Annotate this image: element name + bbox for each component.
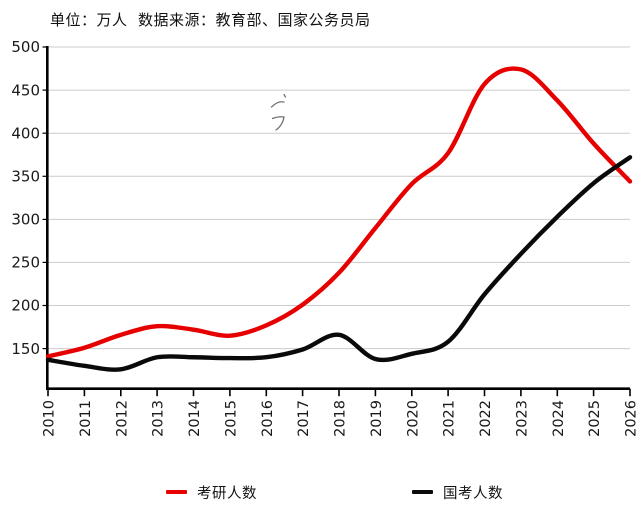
legend-label-guokao: 国考人数: [443, 485, 503, 502]
y-tick-label: 250: [11, 254, 40, 272]
x-tick-label: 2019: [369, 400, 385, 437]
x-tick-label: 2021: [442, 400, 458, 437]
x-tick-label: 2017: [296, 400, 312, 437]
kaoyan-line-swatch-icon: [166, 489, 187, 495]
x-tick-label: 2022: [478, 400, 494, 437]
x-tick-label: 2010: [42, 400, 58, 437]
y-tick-label: 300: [11, 211, 40, 229]
gridlines: [48, 46, 630, 350]
y-tick-label: 350: [11, 168, 40, 186]
y-axis-ticks: [42, 46, 48, 350]
y-tick-label: 400: [11, 124, 40, 142]
legend-item-kaoyan: 考研人数: [166, 481, 257, 503]
y-axis-labels: 150 200 250 300 350 400 450 500: [11, 38, 40, 358]
line-chart: 150 200 250 300 350 400 450 500 2010 2011 2012 2013…: [11, 38, 640, 437]
faint-stroke-marks: [270, 93, 287, 131]
guokao-line-swatch-icon: [412, 489, 433, 495]
legend-item-guokao: 国考人数: [412, 481, 503, 503]
y-tick-label: 500: [11, 38, 40, 56]
x-axis-labels: 2010 2011 2012 2013 2014 2015 2016 2017 2018 2019…: [42, 400, 640, 437]
axis-spines: [45, 46, 630, 391]
y-tick-label: 150: [11, 340, 40, 358]
x-tick-label: 2026: [624, 400, 640, 437]
x-tick-label: 2011: [78, 400, 94, 437]
y-tick-label: 200: [11, 297, 40, 315]
x-tick-label: 2023: [514, 400, 530, 437]
x-tick-label: 2012: [114, 400, 130, 437]
x-tick-label: 2024: [551, 400, 567, 437]
x-tick-label: 2016: [260, 400, 276, 437]
x-tick-label: 2025: [587, 400, 603, 437]
chart-legend: 考研人数 国考人数: [0, 481, 642, 507]
x-tick-label: 2018: [333, 400, 349, 437]
x-tick-label: 2014: [187, 400, 203, 437]
guokao-line: [45, 155, 633, 372]
x-tick-label: 2015: [223, 400, 239, 437]
legend-label-kaoyan: 考研人数: [197, 485, 257, 502]
x-tick-label: 2020: [405, 400, 421, 437]
x-tick-label: 2013: [151, 400, 167, 437]
chart-title: 单位：万人 数据来源：教育部、国家公务员局: [50, 11, 371, 29]
x-axis-ticks: [47, 388, 631, 397]
kaoyan-line: [45, 66, 633, 359]
y-tick-label: 450: [11, 81, 40, 99]
